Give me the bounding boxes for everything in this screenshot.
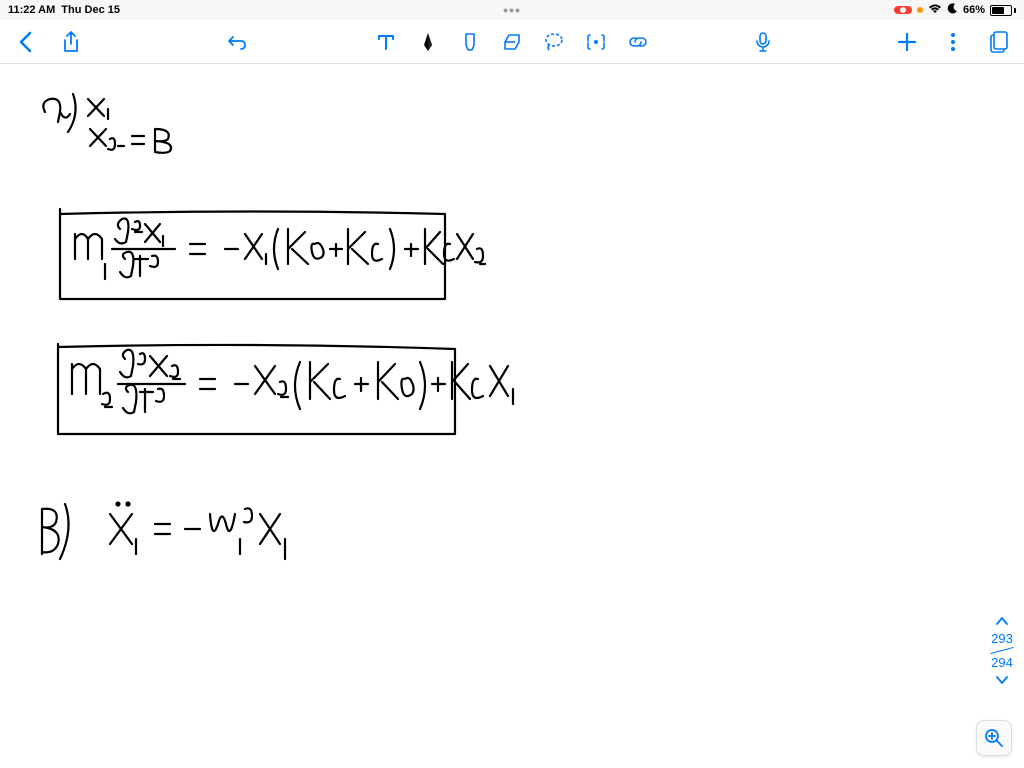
app-toolbar	[0, 20, 1024, 64]
page-down-button[interactable]	[995, 672, 1009, 688]
status-left: 11:22 AM Thu Dec 15	[8, 4, 120, 16]
back-button[interactable]	[12, 29, 38, 55]
share-button[interactable]	[58, 29, 84, 55]
total-pages: 294	[991, 655, 1013, 670]
microphone-button[interactable]	[750, 29, 776, 55]
undo-group	[224, 29, 250, 55]
toolbar-right-group	[894, 29, 1012, 55]
link-tool-button[interactable]	[625, 29, 651, 55]
eraser-tool-button[interactable]	[499, 29, 525, 55]
status-time: 11:22 AM	[8, 4, 55, 16]
record-dot-icon	[900, 7, 906, 13]
current-page: 293	[991, 631, 1013, 646]
note-canvas[interactable]: 293 294	[0, 64, 1024, 768]
toolbar-left-group	[12, 29, 84, 55]
page-navigator: 293 294	[990, 613, 1014, 688]
status-date: Thu Dec 15	[61, 4, 120, 16]
recording-indicator[interactable]	[894, 6, 912, 14]
more-button[interactable]	[940, 29, 966, 55]
handwriting-layer	[0, 64, 1024, 768]
multitask-indicator[interactable]: •••	[503, 2, 521, 18]
undo-button[interactable]	[224, 29, 250, 55]
mic-active-dot-icon	[917, 7, 923, 13]
toolbar-tools	[373, 29, 651, 55]
status-bar: 11:22 AM Thu Dec 15 ••• 66%	[0, 0, 1024, 20]
pages-button[interactable]	[986, 29, 1012, 55]
battery-percent: 66%	[963, 4, 985, 16]
battery-icon	[990, 5, 1016, 16]
mic-group	[750, 29, 776, 55]
pen-tool-button[interactable]	[415, 29, 441, 55]
do-not-disturb-icon	[947, 3, 958, 17]
lasso-tool-button[interactable]	[541, 29, 567, 55]
zoom-in-button[interactable]	[976, 720, 1012, 756]
page-up-button[interactable]	[995, 613, 1009, 629]
status-right: 66%	[894, 3, 1016, 17]
add-button[interactable]	[894, 29, 920, 55]
text-tool-button[interactable]	[373, 29, 399, 55]
highlighter-tool-button[interactable]	[457, 29, 483, 55]
page-divider-icon	[990, 647, 1013, 654]
shape-tool-button[interactable]	[583, 29, 609, 55]
wifi-icon	[928, 4, 942, 17]
